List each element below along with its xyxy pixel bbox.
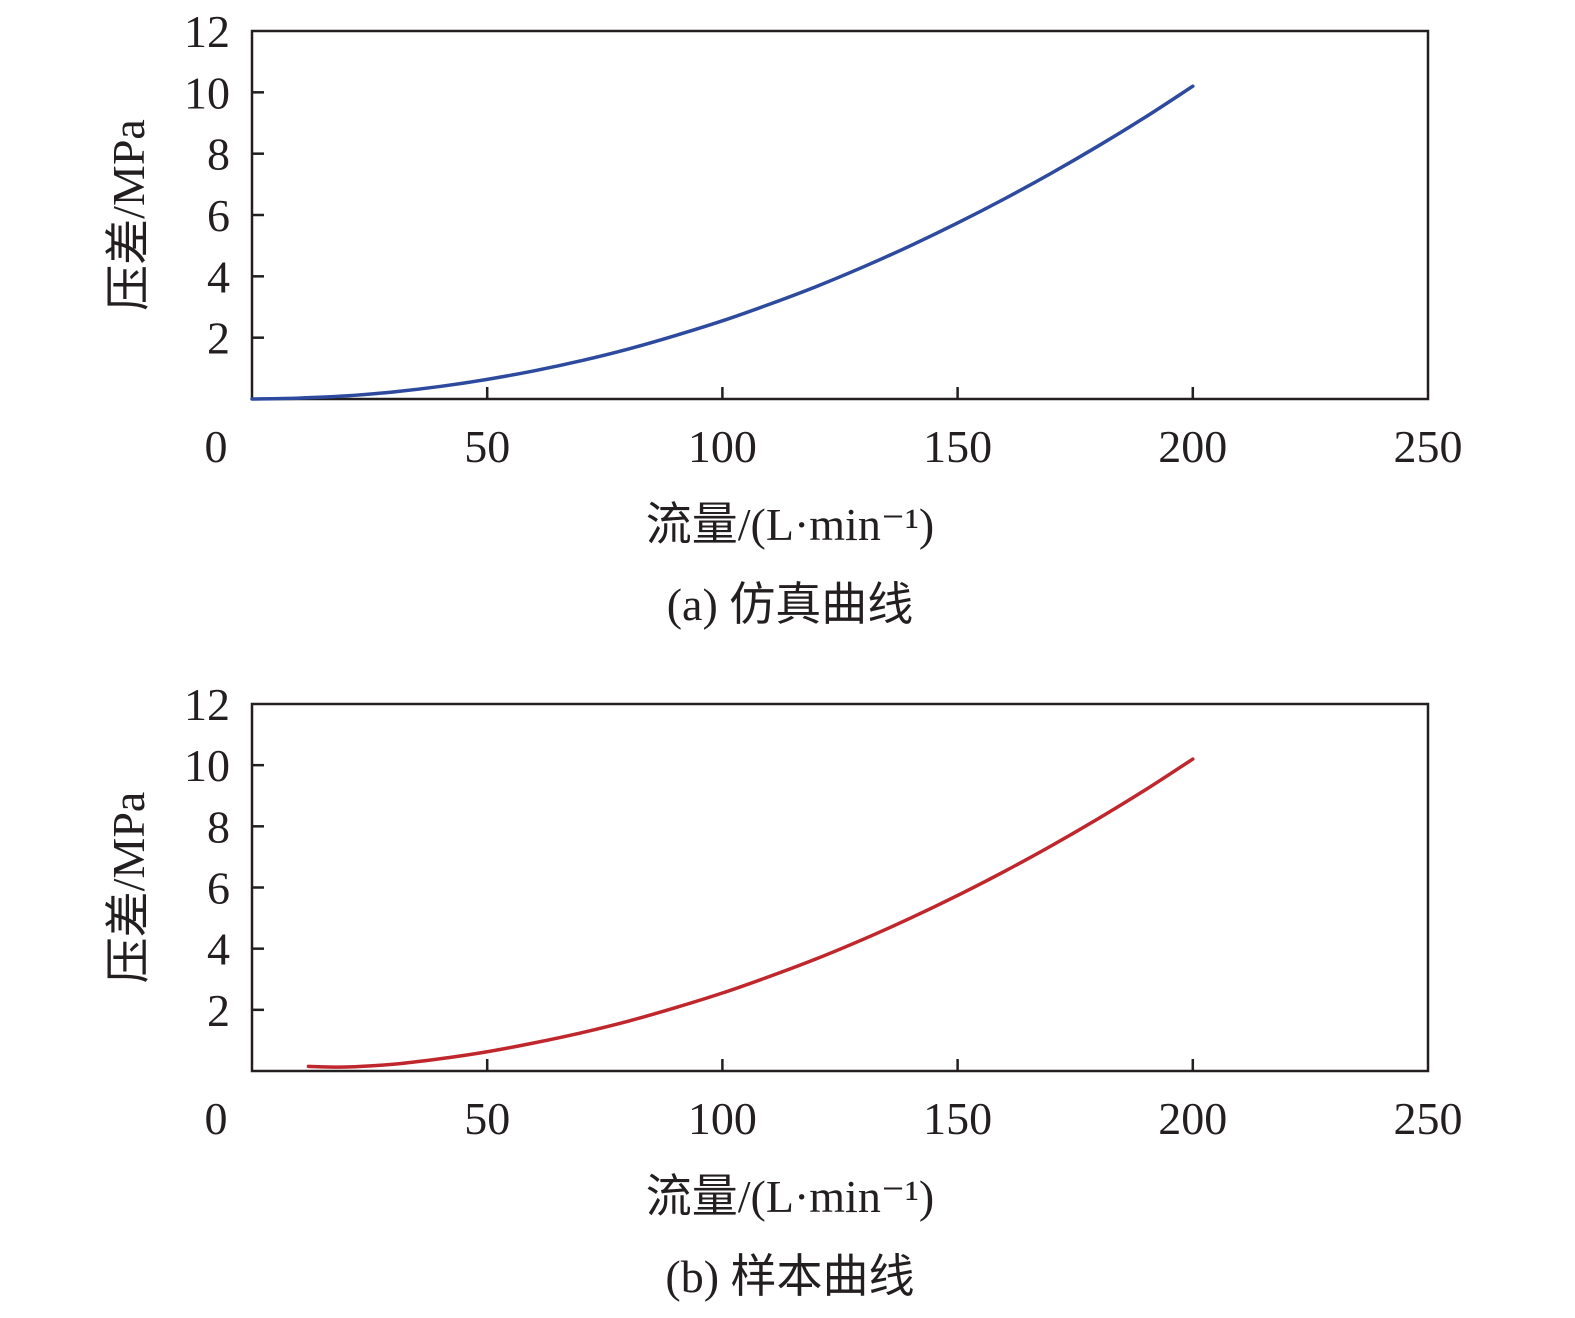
y-tick-label: 8 (207, 129, 230, 180)
y-tick-label: 12 (184, 6, 230, 57)
y-tick-label: 2 (207, 313, 230, 364)
x-tick-label: 50 (464, 421, 510, 472)
chart-panel-a: 0 50 100 150 200 250 2 4 6 8 10 12 流量/(L·min⁻¹) 压差/MP… (103, 6, 1463, 630)
x-tick-label: 0 (205, 1093, 228, 1144)
x-tick-label: 250 (1394, 1093, 1463, 1144)
x-tick-label: 100 (688, 1093, 757, 1144)
y-tick-label: 10 (184, 67, 230, 118)
y-tick-label: 4 (207, 924, 230, 975)
plot-frame (250, 29, 1430, 401)
figure-caption: (a) 仿真曲线 (667, 579, 914, 630)
y-axis-title: 压差/MPa (103, 792, 154, 984)
x-tick-label: 200 (1158, 421, 1227, 472)
y-tick-label: 10 (184, 740, 230, 791)
y-tick-label: 6 (207, 863, 230, 914)
x-tick-label: 250 (1394, 421, 1463, 472)
y-axis-title: 压差/MPa (103, 119, 154, 311)
x-tick-label: 50 (464, 1093, 510, 1144)
y-tick-label: 4 (207, 251, 230, 302)
y-tick-label: 6 (207, 190, 230, 241)
x-axis-title: 流量/(L·min⁻¹) (646, 499, 934, 550)
y-tick-label: 8 (207, 801, 230, 852)
chart-panel-b: 0 50 100 150 200 250 2 4 6 8 10 12 流量/(L·min⁻¹) 压差/MP… (103, 679, 1463, 1302)
series-line (250, 84, 1195, 401)
x-tick-label: 150 (923, 1093, 992, 1144)
x-tick-label: 200 (1158, 1093, 1227, 1144)
x-tick-label: 100 (688, 421, 757, 472)
x-axis-title: 流量/(L·min⁻¹) (646, 1171, 934, 1222)
x-tick-label: 150 (923, 421, 992, 472)
figure-caption: (b) 样本曲线 (665, 1251, 914, 1302)
y-tick-label: 12 (184, 679, 230, 730)
plot-frame (250, 702, 1430, 1073)
x-tick-label: 0 (205, 421, 228, 472)
series-line (306, 757, 1195, 1069)
y-tick-label: 2 (207, 985, 230, 1036)
